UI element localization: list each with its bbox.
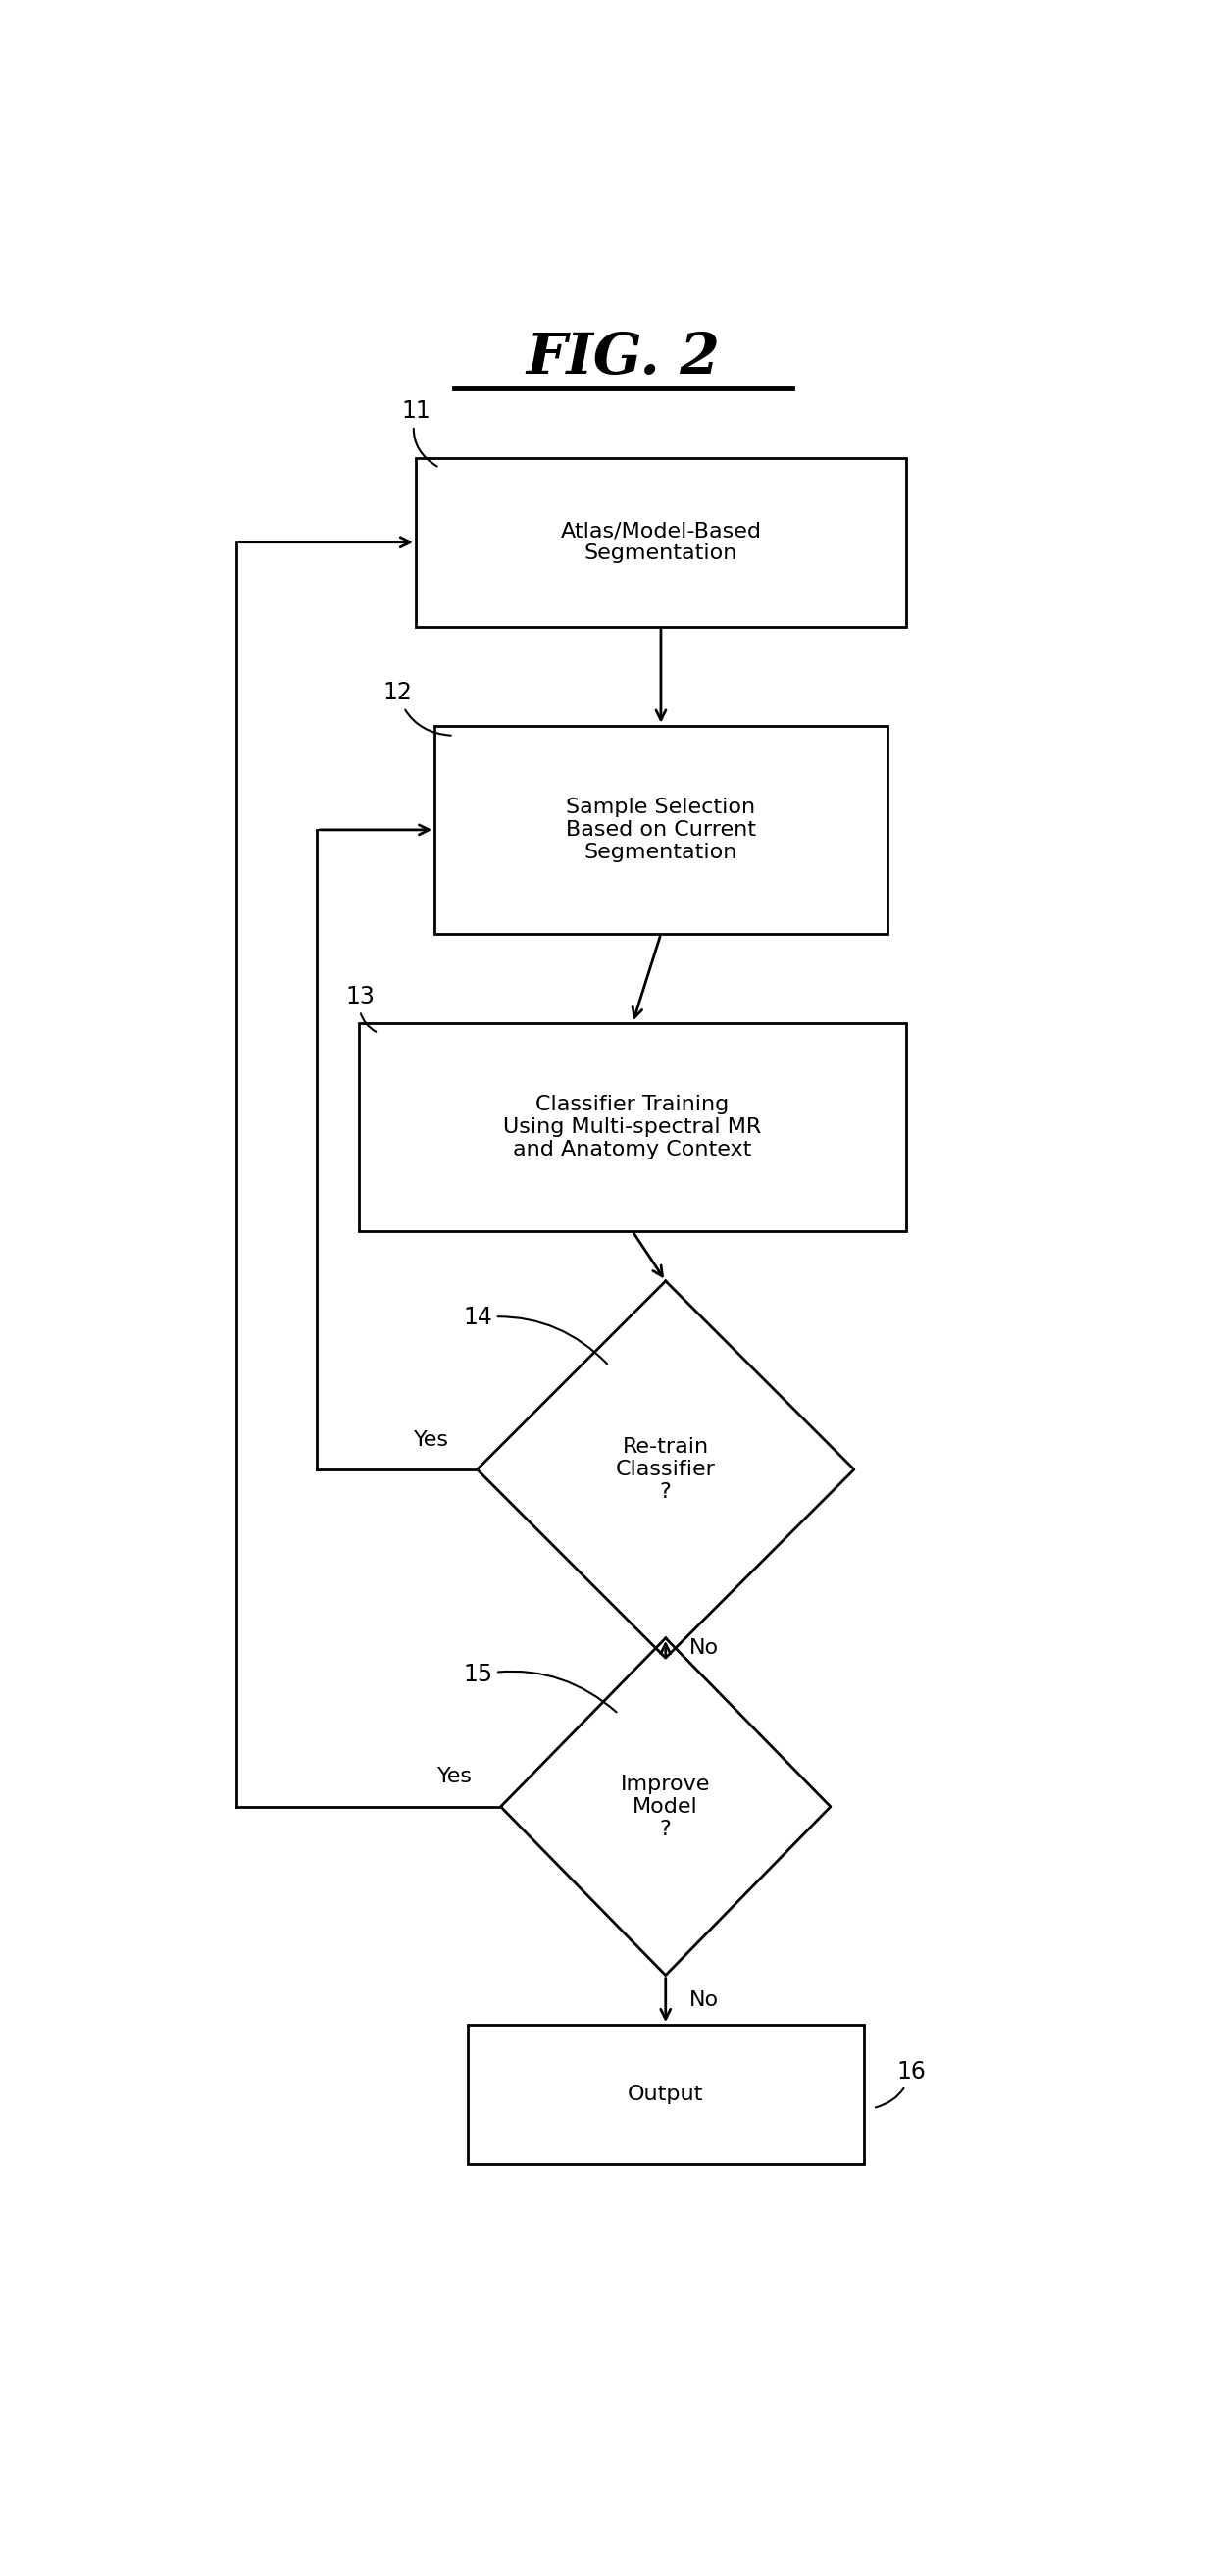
Text: 16: 16 [876,2061,925,2107]
Polygon shape [501,1638,831,1976]
FancyBboxPatch shape [468,2025,863,2164]
Text: No: No [689,1991,719,2009]
FancyBboxPatch shape [435,726,888,935]
Text: Yes: Yes [437,1767,473,1788]
FancyBboxPatch shape [416,459,906,626]
Polygon shape [477,1280,854,1659]
FancyBboxPatch shape [360,1023,906,1231]
Text: 11: 11 [401,399,437,466]
Text: Yes: Yes [413,1430,449,1450]
Text: Classifier Training
Using Multi-spectral MR
and Anatomy Context: Classifier Training Using Multi-spectral… [503,1095,761,1159]
Text: Atlas/Model-Based
Segmentation: Atlas/Model-Based Segmentation [561,520,761,564]
Text: 15: 15 [463,1664,617,1713]
Text: No: No [689,1638,719,1659]
Text: FIG. 2: FIG. 2 [527,330,720,386]
Text: 13: 13 [345,984,376,1033]
Text: 12: 12 [383,680,451,734]
Text: Output: Output [627,2084,704,2105]
Text: 14: 14 [463,1306,607,1363]
Text: Re-train
Classifier
?: Re-train Classifier ? [615,1437,715,1502]
Text: Sample Selection
Based on Current
Segmentation: Sample Selection Based on Current Segmen… [565,796,756,863]
Text: Improve
Model
?: Improve Model ? [621,1775,710,1839]
